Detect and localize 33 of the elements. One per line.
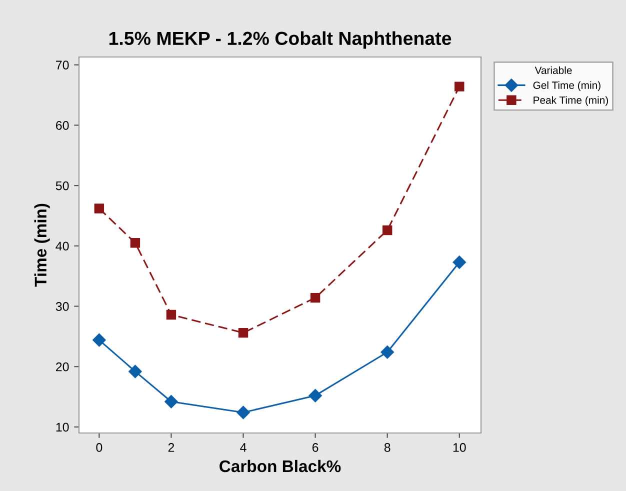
point	[236, 406, 250, 420]
x-tick-label: 8	[384, 443, 390, 452]
point	[310, 292, 320, 303]
y-tick-label: 10	[56, 422, 69, 432]
point	[166, 310, 176, 320]
x-tick-label: 0	[96, 443, 102, 452]
legend-label: Gel Time (min)	[533, 81, 600, 91]
chart-title: 1.5% MEKP - 1.2% Cobalt Naphthenate	[109, 31, 452, 49]
point	[454, 82, 464, 92]
point	[452, 256, 466, 269]
x-tick-label: 4	[240, 443, 246, 452]
point	[128, 364, 142, 378]
y-tick-label: 50	[56, 181, 69, 190]
point	[92, 333, 106, 347]
x-axis-title: Carbon Black%	[220, 460, 341, 472]
x-tick-label: 2	[168, 443, 174, 452]
y-tick-label: 40	[56, 242, 69, 251]
point	[380, 346, 394, 359]
point	[94, 204, 104, 214]
point	[308, 388, 322, 402]
point	[238, 328, 248, 338]
y-tick-label: 70	[56, 60, 69, 70]
x-tick-label: 6	[312, 443, 318, 452]
legend-label: Peak Time (min)	[534, 96, 608, 106]
legend-title: Variable	[534, 66, 572, 74]
point	[382, 225, 392, 236]
y-tick-label: 60	[56, 121, 69, 130]
point	[164, 395, 178, 408]
y-tick-label: 20	[56, 362, 69, 372]
y-tick-label: 30	[56, 302, 69, 311]
x-tick-label: 10	[453, 443, 466, 452]
point	[130, 238, 140, 248]
y-axis-title: Time (min)	[34, 204, 50, 287]
